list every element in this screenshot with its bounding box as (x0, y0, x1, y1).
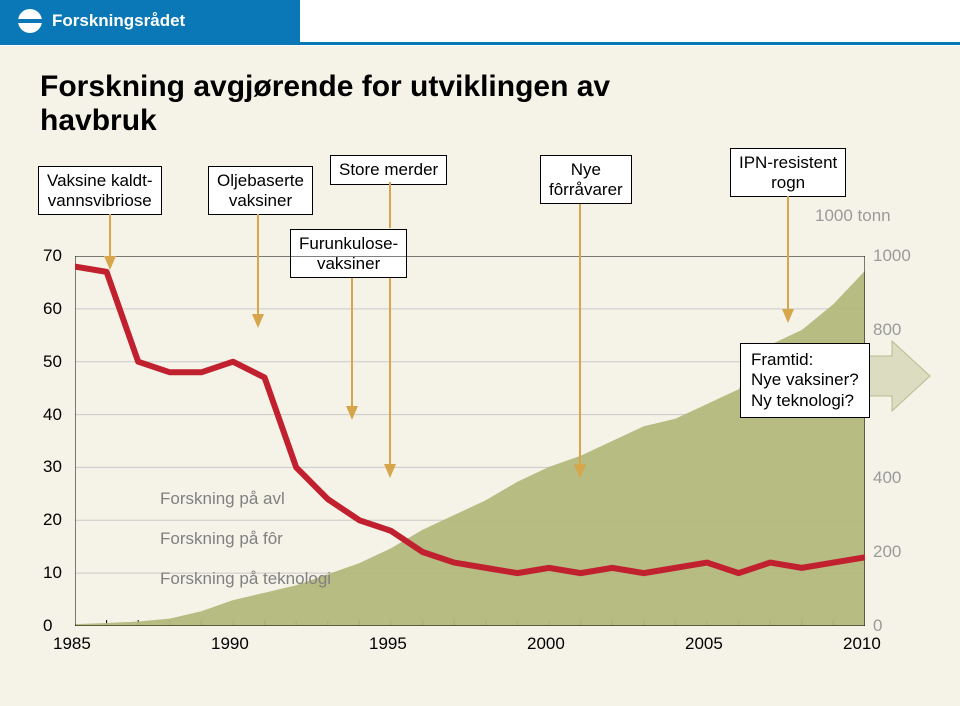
unit-label: 1000 tonn (815, 206, 891, 226)
y-left-tick: 0 (43, 616, 52, 636)
y-left-tick: 10 (43, 563, 62, 583)
header-bar: Forskningsrådet (0, 0, 960, 46)
y-right-tick: 800 (873, 320, 901, 340)
future-box: Framtid: Nye vaksiner? Ny teknologi? (740, 343, 870, 418)
annot-ipn: IPN-resistent rogn (730, 148, 846, 197)
y-left-tick: 60 (43, 299, 62, 319)
x-tick: 2010 (843, 634, 881, 654)
research-for: Forskning på fôr (160, 529, 283, 549)
y-right-tick: 1000 (873, 246, 911, 266)
research-tek: Forskning på teknologi (160, 569, 331, 589)
y-right-tick: 400 (873, 468, 901, 488)
y-right-tick: 0 (873, 616, 882, 636)
x-tick: 2000 (527, 634, 565, 654)
slide-body: Forskning avgjørende for utviklingen av … (0, 46, 960, 706)
brand-name: Forskningsrådet (52, 11, 185, 31)
annot-store: Store merder (330, 155, 447, 185)
x-tick: 1985 (53, 634, 91, 654)
x-tick: 1995 (369, 634, 407, 654)
annot-olje: Oljebaserte vaksiner (208, 166, 313, 215)
annot-nye: Nye fôrråvarer (540, 155, 632, 204)
research-avl: Forskning på avl (160, 489, 285, 509)
future-line-2: Nye vaksiner? (751, 370, 859, 390)
y-left-tick: 20 (43, 510, 62, 530)
future-line-3: Ny teknologi? (751, 391, 859, 411)
x-tick: 1990 (211, 634, 249, 654)
x-tick: 2005 (685, 634, 723, 654)
brand-logo: Forskningsrådet (0, 0, 300, 42)
y-left-tick: 40 (43, 405, 62, 425)
y-left-tick: 50 (43, 352, 62, 372)
y-right-tick: 200 (873, 542, 901, 562)
slide-title: Forskning avgjørende for utviklingen av … (40, 70, 610, 138)
annot-vaksine: Vaksine kaldt- vannsvibriose (38, 166, 162, 215)
header-divider (0, 42, 960, 45)
y-left-tick: 70 (43, 246, 62, 266)
y-left-tick: 30 (43, 457, 62, 477)
logo-icon (18, 9, 42, 33)
future-line-1: Framtid: (751, 350, 859, 370)
